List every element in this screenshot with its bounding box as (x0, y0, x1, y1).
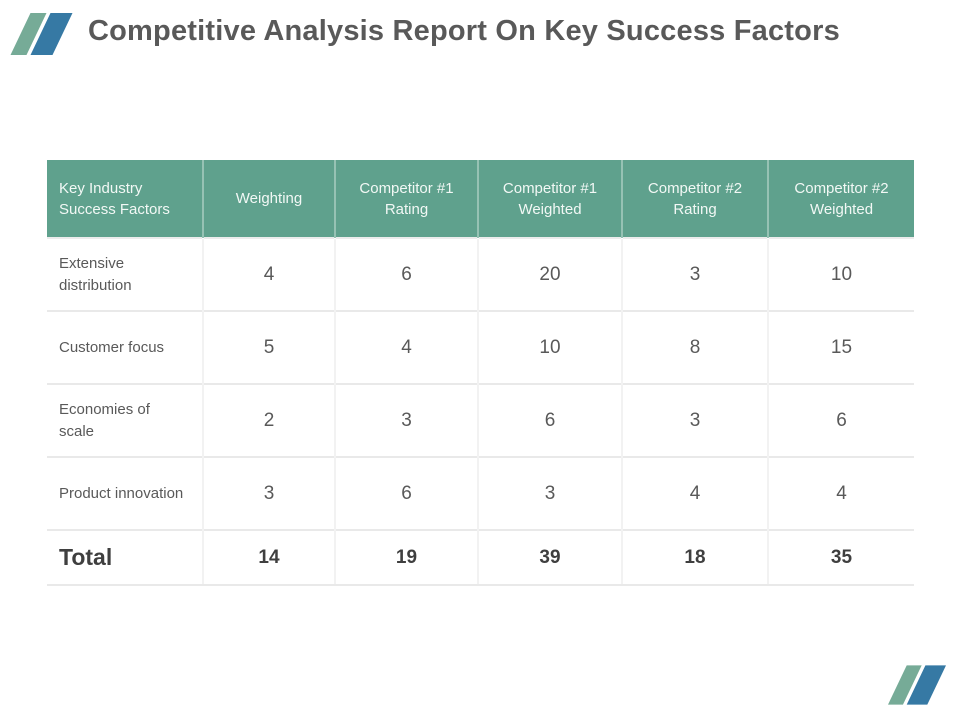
total-value-cell: 39 (477, 529, 622, 586)
value-cell: 3 (477, 456, 622, 530)
value-cell: 2 (202, 383, 335, 457)
total-value-cell: 19 (334, 529, 478, 586)
table-header-row: Key Industry Success Factors Weighting C… (47, 160, 914, 238)
table-row-extensive-distribution: Extensive distribution 4 6 20 3 10 (47, 237, 914, 311)
table-row-economies-of-scale: Economies of scale 2 3 6 3 6 (47, 383, 914, 457)
double-slash-logo-icon (888, 665, 946, 705)
data-table: Key Industry Success Factors Weighting C… (47, 160, 914, 586)
brand-logo-bottom-right (888, 665, 946, 710)
value-cell: 6 (477, 383, 622, 457)
value-cell: 6 (767, 383, 914, 457)
table-row-customer-focus: Customer focus 5 4 10 8 15 (47, 310, 914, 384)
value-cell: 4 (621, 456, 768, 530)
key-success-factors-table: Key Industry Success Factors Weighting C… (47, 160, 914, 586)
factor-cell: Economies of scale (47, 383, 203, 457)
brand-logo-top-left (8, 13, 75, 60)
value-cell: 4 (202, 237, 335, 311)
table-row-product-innovation: Product innovation 3 6 3 4 4 (47, 456, 914, 530)
value-cell: 15 (767, 310, 914, 384)
value-cell: 3 (202, 456, 335, 530)
value-cell: 10 (767, 237, 914, 311)
value-cell: 10 (477, 310, 622, 384)
value-cell: 4 (767, 456, 914, 530)
total-label-cell: Total (47, 529, 203, 586)
header-cell-weighting: Weighting (202, 160, 335, 238)
logo-green-stripe (888, 665, 922, 705)
logo-blue-stripe (30, 13, 73, 55)
factor-cell: Extensive distribution (47, 237, 203, 311)
header-cell-competitor1-weighted: Competitor #1 Weighted (477, 160, 622, 238)
value-cell: 8 (621, 310, 768, 384)
header-cell-competitor1-rating: Competitor #1 Rating (334, 160, 478, 238)
total-value-cell: 14 (202, 529, 335, 586)
table-row-total: Total 14 19 39 18 35 (47, 529, 914, 586)
total-value-cell: 35 (767, 529, 914, 586)
value-cell: 20 (477, 237, 622, 311)
header-cell-competitor2-rating: Competitor #2 Rating (621, 160, 768, 238)
page-title: Competitive Analysis Report On Key Succe… (88, 15, 840, 47)
logo-blue-stripe (906, 665, 946, 705)
value-cell: 6 (334, 456, 478, 530)
value-cell: 6 (334, 237, 478, 311)
header-cell-factors: Key Industry Success Factors (47, 160, 203, 238)
logo-green-stripe (10, 13, 47, 55)
factor-cell: Product innovation (47, 456, 203, 530)
header-cell-competitor2-weighted: Competitor #2 Weighted (767, 160, 914, 238)
value-cell: 5 (202, 310, 335, 384)
value-cell: 3 (621, 237, 768, 311)
value-cell: 4 (334, 310, 478, 384)
double-slash-logo-icon (10, 13, 73, 55)
factor-cell: Customer focus (47, 310, 203, 384)
value-cell: 3 (621, 383, 768, 457)
value-cell: 3 (334, 383, 478, 457)
total-value-cell: 18 (621, 529, 768, 586)
